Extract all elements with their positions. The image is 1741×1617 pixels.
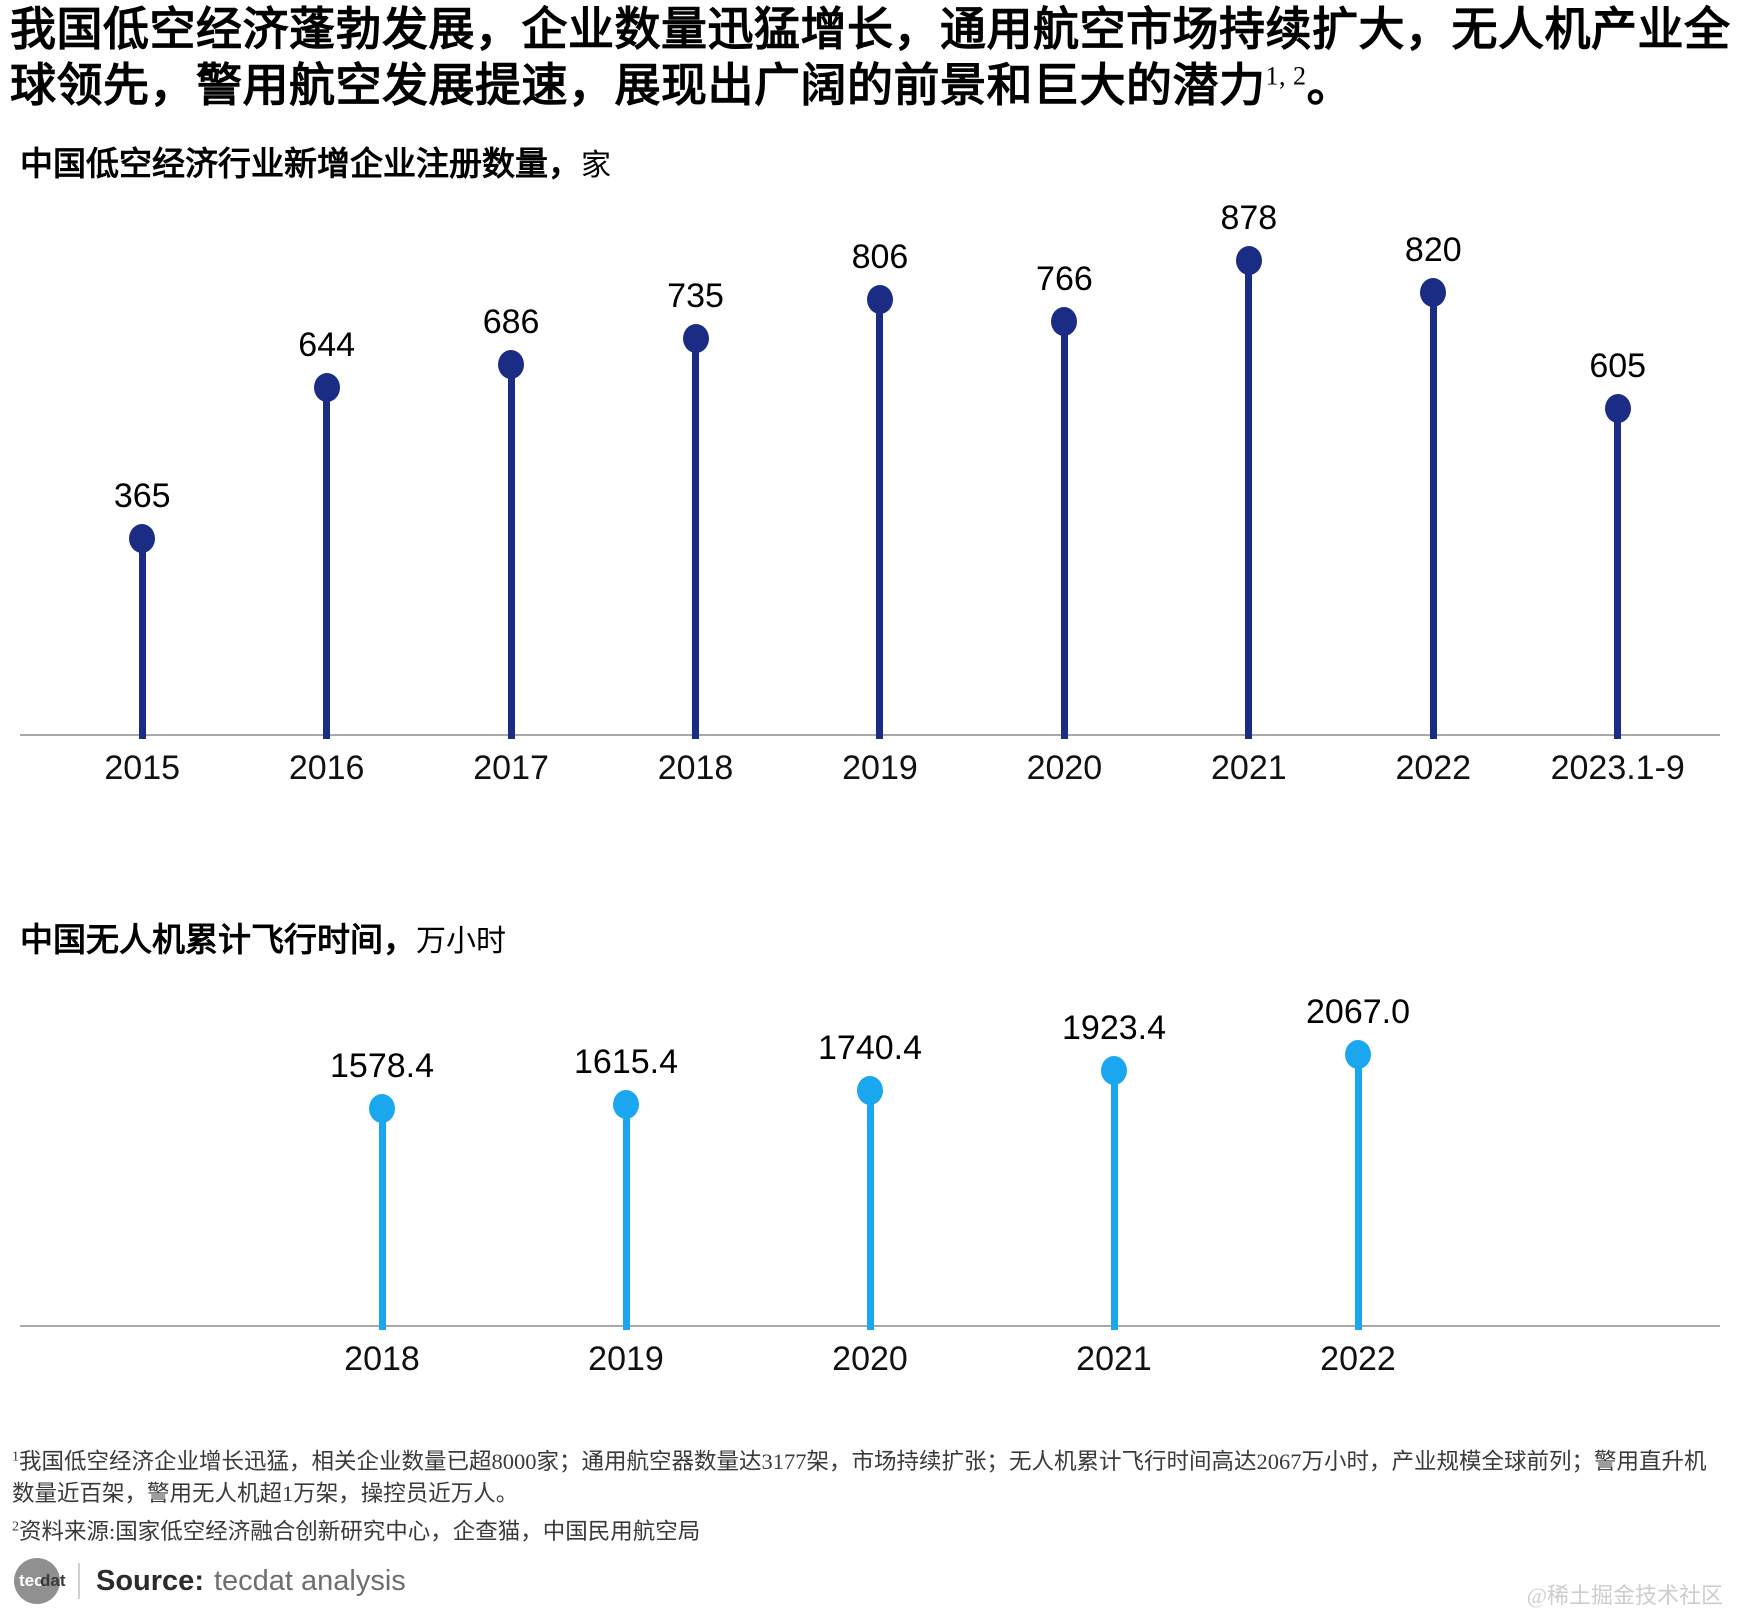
lollipop-stem <box>1245 261 1253 739</box>
x-tick-label: 2022 <box>1320 1339 1396 1378</box>
page-title-text: 我国低空经济蓬勃发展，企业数量迅猛增长，通用航空市场持续扩大，无人机产业全球领先… <box>10 4 1731 112</box>
lollipop: 1923.4 <box>992 970 1236 1330</box>
chart1-unit-label: 家 <box>581 149 611 182</box>
page-title-period: 。 <box>1306 60 1353 112</box>
lollipop: 2067.0 <box>1236 970 1480 1330</box>
lollipop-stem <box>622 1104 630 1330</box>
value-label: 735 <box>667 276 724 315</box>
x-tick-label: 2017 <box>473 748 549 787</box>
chart2-x-axis-labels: 2018 2019 2020 2021 2022 <box>20 1340 1720 1379</box>
footnote-2-marker: 2 <box>12 1519 19 1535</box>
lollipop: 1578.4 <box>260 970 504 1330</box>
chart1-x-axis-labels: 2015 2016 2017 2018 2019 2020 2021 2022 2023.1-9 <box>20 749 1720 788</box>
chart2-unit-label: 万小时 <box>416 925 506 958</box>
x-tick-label: 2020 <box>832 1339 908 1378</box>
chart-company-registrations: 中国低空经济行业新增企业注册数量，家 365 644 686 735 806 766 878… <box>20 146 1720 788</box>
x-tick-label: 2018 <box>344 1339 420 1378</box>
source-text: tecdat analysis <box>213 1564 406 1597</box>
value-label: 2067.0 <box>1306 993 1410 1032</box>
value-label: 766 <box>1036 259 1093 298</box>
x-tick-label: 2018 <box>657 748 734 787</box>
footnote-2: 2资料来源:国家低空经济融合创新研究中心，企查猫，中国民用航空局 <box>12 1516 1728 1548</box>
footnote-1-marker: 1 <box>12 1449 19 1465</box>
x-tick-label: 2016 <box>288 748 365 787</box>
chart-drone-flight-hours: 中国无人机累计飞行时间，万小时 1578.4 1615.4 1740.4 1923.4… <box>20 922 1720 1379</box>
x-tick-label: 2022 <box>1395 748 1472 787</box>
x-tick-label: 2019 <box>842 748 918 787</box>
value-label: 365 <box>113 476 171 515</box>
page-title: 我国低空经济蓬勃发展，企业数量迅猛增长，通用航空市场持续扩大，无人机产业全球领先… <box>10 2 1736 114</box>
x-tick-label: 2015 <box>104 748 181 787</box>
lollipop: 1740.4 <box>748 970 992 1330</box>
tecdat-logo-tec: tec <box>19 1571 44 1590</box>
lollipop: 365 <box>50 194 234 739</box>
lollipop: 686 <box>419 194 603 739</box>
lollipop-stem <box>1614 408 1622 739</box>
lollipop: 644 <box>234 194 418 739</box>
chart2-title: 中国无人机累计飞行时间，万小时 <box>20 922 1720 962</box>
lollipop-stem <box>1060 321 1068 739</box>
value-label: 644 <box>298 325 356 364</box>
x-tick-label: 2019 <box>588 1339 664 1378</box>
footnote-1-text: 我国低空经济企业增长迅猛，相关企业数量已超8000家；通用航空器数量达3177架… <box>12 1449 1707 1506</box>
value-label: 806 <box>851 238 909 277</box>
chart1-plot-area: 365 644 686 735 806 766 878 820 605 <box>20 194 1720 739</box>
lollipop-stem <box>378 1108 386 1330</box>
lollipop: 1615.4 <box>504 970 748 1330</box>
lollipop-stem <box>1429 292 1437 739</box>
footnote-1: 1我国低空经济企业增长迅猛，相关企业数量已超8000家；通用航空器数量达3177… <box>12 1446 1728 1510</box>
lollipop-stem <box>323 387 331 739</box>
source-label: Source: <box>96 1564 204 1597</box>
x-tick-label: 2021 <box>1211 748 1287 787</box>
lollipop-stem <box>876 300 884 739</box>
chart1-title-text: 中国低空经济行业新增企业注册数量， <box>20 147 581 183</box>
tecdat-logo: tec dat <box>14 1558 66 1604</box>
lollipop: 766 <box>972 194 1156 739</box>
lollipop: 878 <box>1157 194 1341 739</box>
chart1-title: 中国低空经济行业新增企业注册数量，家 <box>20 146 1720 186</box>
chart2-canvas: 1578.4 1615.4 1740.4 1923.4 2067.0 2018 2019 2… <box>20 970 1720 1379</box>
footnotes: 1我国低空经济企业增长迅猛，相关企业数量已超8000家；通用航空器数量达3177… <box>12 1446 1728 1554</box>
source-bar: tec dat Source: tecdat analysis <box>14 1558 406 1604</box>
lollipop-stem <box>138 538 146 739</box>
lollipop: 806 <box>788 194 972 739</box>
community-watermark: @稀土掘金技术社区 <box>1526 1583 1723 1608</box>
lollipop-stem <box>1110 1071 1118 1330</box>
value-label: 1740.4 <box>818 1029 922 1068</box>
value-label: 820 <box>1404 230 1462 269</box>
lollipop-stem <box>692 338 700 739</box>
chart1-canvas: 365 644 686 735 806 766 878 820 605 2015 2016 2017… <box>20 194 1720 788</box>
tecdat-logo-dat: dat <box>40 1571 66 1590</box>
x-tick-label: 2021 <box>1076 1339 1152 1378</box>
x-tick-label: 2023.1-9 <box>1550 748 1685 787</box>
lollipop-stem <box>507 365 515 739</box>
x-tick-label: 2020 <box>1026 748 1103 787</box>
lollipop-stem <box>1354 1055 1362 1330</box>
value-label: 1578.4 <box>330 1046 434 1085</box>
lollipop: 605 <box>1526 194 1710 739</box>
value-label: 1923.4 <box>1062 1009 1166 1048</box>
chart2-plot-area: 1578.4 1615.4 1740.4 1923.4 2067.0 <box>20 970 1720 1330</box>
value-label: 686 <box>482 303 540 342</box>
chart1-x-axis-line <box>20 733 1720 736</box>
value-label: 605 <box>1589 346 1647 385</box>
value-label: 878 <box>1220 199 1278 238</box>
chart2-title-text: 中国无人机累计飞行时间， <box>20 923 416 959</box>
value-label: 1615.4 <box>574 1042 678 1081</box>
lollipop-stem <box>866 1091 874 1330</box>
title-footnote-refs: 1, 2 <box>1265 61 1307 91</box>
footnote-2-text: 资料来源:国家低空经济融合创新研究中心，企查猫，中国民用航空局 <box>19 1518 701 1544</box>
lollipop: 820 <box>1341 194 1525 739</box>
lollipop: 735 <box>603 194 787 739</box>
source-divider <box>78 1563 80 1599</box>
